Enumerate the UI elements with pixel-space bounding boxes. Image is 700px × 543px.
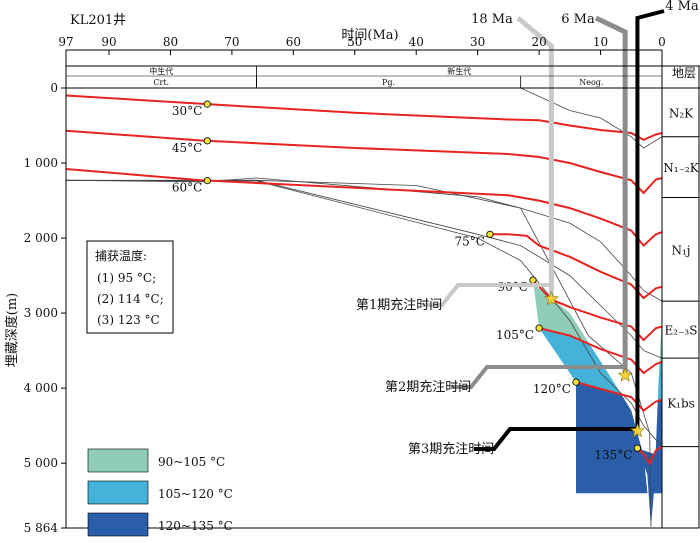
isotherm-label: 75°C bbox=[455, 234, 485, 248]
legend-swatch bbox=[87, 512, 149, 537]
x-tick-label: 10 bbox=[593, 35, 608, 49]
x-tick-label: 80 bbox=[163, 35, 178, 49]
charging-arrow bbox=[635, 9, 665, 431]
isotherm-label: 45°C bbox=[172, 141, 202, 155]
strata-column: N₂K N₁₋₂K N₁j E₂₋₃S K₁bs bbox=[661, 65, 700, 529]
y-tick-label: 3 000 bbox=[24, 306, 58, 320]
x-tick-label: 0 bbox=[658, 35, 666, 49]
era-label: 中生代 bbox=[149, 66, 173, 76]
strata-label: K₁bs bbox=[667, 396, 695, 410]
x-tick-label: 60 bbox=[286, 35, 301, 49]
isotherm-line bbox=[636, 445, 663, 466]
charging-star bbox=[617, 367, 633, 382]
trap-temperature-box: 捕获温度: (1) 95 °C; (2) 114 °C; (3) 123 °C bbox=[86, 240, 174, 334]
period-label: Crt. bbox=[153, 78, 169, 87]
charging-star bbox=[543, 290, 559, 306]
charging-leader bbox=[422, 283, 552, 307]
legend-label: 120~135 °C bbox=[158, 519, 233, 533]
isotherm-label: 90°C bbox=[498, 280, 528, 294]
isotherm-point bbox=[203, 176, 211, 185]
x-tick-label: 90 bbox=[101, 35, 116, 49]
x-tick-label: 97 bbox=[58, 35, 73, 49]
strata-label: N₂K bbox=[669, 106, 694, 120]
isotherm-point bbox=[529, 276, 537, 284]
chart-title: KL201井 bbox=[70, 13, 126, 28]
x-tick-label: 30 bbox=[470, 35, 485, 49]
x-axis-label: 时间(Ma) bbox=[341, 28, 398, 43]
y-tick-label: 5 000 bbox=[24, 456, 58, 470]
axes: 97 90 80 70 60 50 40 30 20 10 0 0 1 000 2 000 3 000 4 0… bbox=[24, 35, 700, 535]
y-tick-label: 1 000 bbox=[24, 156, 58, 170]
charging-phase-label: 第1期充注时间 bbox=[356, 297, 442, 313]
isotherm-line bbox=[538, 327, 663, 375]
isotherm-point bbox=[572, 378, 580, 386]
isotherm-point bbox=[633, 444, 642, 452]
charging-leader bbox=[474, 427, 638, 451]
legend-label: 90~105 °C bbox=[158, 455, 225, 469]
strata-frame bbox=[661, 65, 700, 529]
charging-star bbox=[629, 423, 645, 438]
isotherm-label: 30°C bbox=[172, 104, 202, 118]
charging-age-label: 6 Ma bbox=[561, 12, 595, 27]
isotherm-label: 105°C bbox=[496, 328, 534, 342]
x-tick-label: 50 bbox=[347, 35, 362, 49]
isotherm-label: 135°C bbox=[594, 448, 632, 462]
x-tick-label: 40 bbox=[409, 35, 424, 49]
isotherm-label: 60°C bbox=[172, 181, 202, 195]
x-tick-label: 20 bbox=[531, 35, 546, 49]
y-tick-label: 0 bbox=[50, 81, 58, 95]
x-tick-label: 70 bbox=[224, 35, 239, 49]
isotherm-line bbox=[65, 94, 663, 141]
strata-label: N₁₋₂K bbox=[663, 161, 699, 175]
legend-swatch bbox=[87, 448, 149, 473]
charging-age-label: 18 Ma bbox=[471, 12, 513, 27]
trap-temperature-item: (2) 114 °C; bbox=[97, 292, 164, 306]
strata-header: 地层 bbox=[672, 66, 696, 80]
charging-leader bbox=[451, 365, 626, 389]
trap-temperature-item: (3) 123 °C bbox=[97, 313, 160, 327]
y-tick-label: 5 864 bbox=[24, 521, 59, 535]
isotherm-line bbox=[490, 233, 663, 300]
isotherm-point bbox=[535, 324, 543, 332]
charging-phase-label: 第2期充注时间 bbox=[385, 379, 471, 395]
burial-curve bbox=[66, 179, 652, 527]
trap-temperature-title: 捕获温度: bbox=[95, 248, 147, 263]
period-label: Neog. bbox=[579, 78, 603, 87]
charging-phase-label: 第3期充注时间 bbox=[408, 441, 494, 457]
charging-arrow bbox=[594, 15, 628, 376]
period-label: Pg. bbox=[382, 78, 395, 87]
isotherm-line bbox=[65, 129, 663, 195]
legend-swatch bbox=[87, 480, 149, 505]
charging-age-label: 4 Ma bbox=[665, 0, 699, 14]
isotherm-point bbox=[203, 100, 211, 108]
temperature-zone-fill bbox=[637, 448, 660, 527]
era-label: 新生代 bbox=[447, 66, 471, 76]
isotherm-point bbox=[486, 230, 494, 238]
isotherm-label: 120°C bbox=[533, 382, 571, 396]
strata-label: N₁j bbox=[671, 243, 690, 257]
y-axis-label: 埋藏深度(m) bbox=[4, 293, 20, 367]
y-tick-label: 2 000 bbox=[24, 231, 58, 245]
charging-arrow bbox=[516, 16, 554, 299]
legend: 90~105 °C 105~120 °C 120~135 °C bbox=[87, 448, 233, 537]
trap-temperature-item: (1) 95 °C; bbox=[97, 271, 156, 285]
strata-label: E₂₋₃S bbox=[665, 324, 698, 338]
charging-events: 18 Ma 6 Ma 4 Ma bbox=[471, 0, 699, 431]
isotherm-point bbox=[203, 137, 211, 145]
legend-label: 105~120 °C bbox=[158, 487, 233, 501]
isotherm-line bbox=[65, 168, 663, 248]
y-tick-label: 4 000 bbox=[24, 381, 58, 395]
